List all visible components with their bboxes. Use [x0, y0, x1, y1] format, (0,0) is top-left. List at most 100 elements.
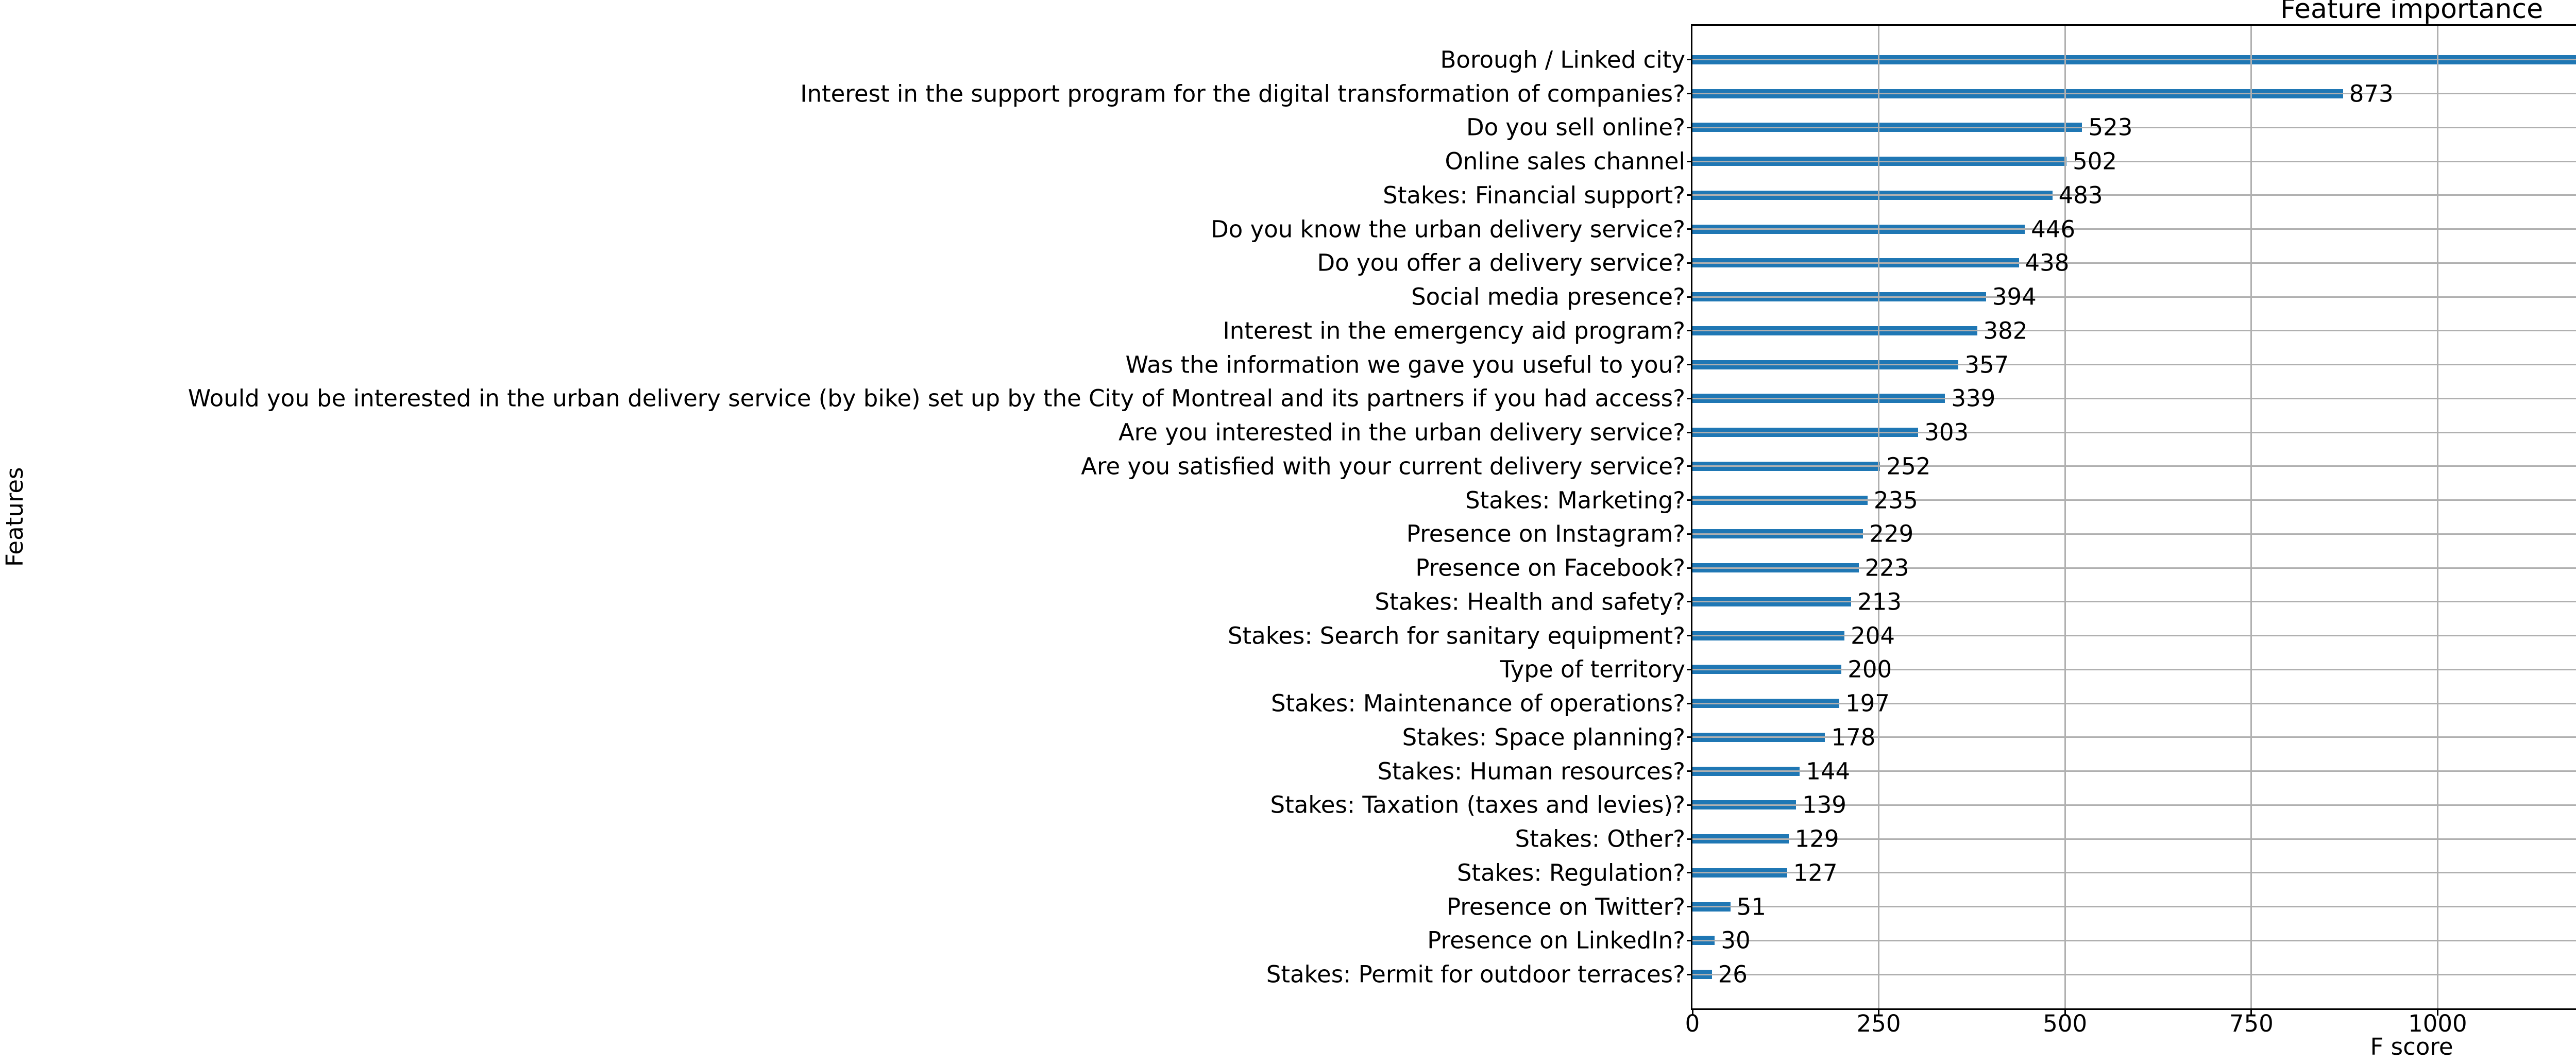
- y-tick-mark: [1687, 567, 1692, 569]
- category-label: Stakes: Financial support?: [1383, 181, 1685, 209]
- y-tick-mark: [1687, 872, 1692, 874]
- category-label: Presence on Instagram?: [1406, 520, 1685, 548]
- category-label: Stakes: Taxation (taxes and levies)?: [1270, 791, 1685, 819]
- y-tick-mark: [1687, 262, 1692, 264]
- y-tick-mark: [1687, 804, 1692, 806]
- y-tick-mark: [1687, 770, 1692, 772]
- x-tick-label: 0: [1685, 1010, 1700, 1037]
- y-tick-mark: [1687, 364, 1692, 366]
- category-label: Stakes: Regulation?: [1456, 859, 1685, 887]
- value-label: 200: [1848, 655, 1892, 683]
- x-tick-label: 1000: [2408, 1010, 2467, 1037]
- category-label: Presence on Twitter?: [1447, 893, 1685, 921]
- x-axis-label: F score: [2370, 1033, 2453, 1060]
- y-tick-mark: [1687, 296, 1692, 298]
- category-label: Online sales channel: [1445, 147, 1685, 175]
- category-label: Do you know the urban delivery service?: [1211, 215, 1685, 243]
- category-label: Would you be interested in the urban del…: [188, 384, 1685, 412]
- x-tick-mark: [1691, 1010, 1693, 1016]
- y-gridline: [1692, 635, 2576, 637]
- y-gridline: [1692, 702, 2576, 704]
- y-tick-mark: [1687, 397, 1692, 399]
- category-label: Stakes: Search for sanitary equipment?: [1227, 622, 1685, 650]
- x-tick-mark: [2250, 1010, 2252, 1016]
- plot-area: 1757873523502483446438394382357339303252…: [1691, 24, 2576, 1010]
- x-tick-mark: [2064, 1010, 2066, 1016]
- chart-title: Feature importance: [2280, 0, 2544, 25]
- y-gridline: [1692, 533, 2576, 535]
- category-label: Are you interested in the urban delivery…: [1118, 418, 1685, 446]
- y-gridline: [1692, 160, 2576, 162]
- value-label: 144: [1806, 757, 1851, 785]
- category-label: Are you satisfied with your current deli…: [1081, 452, 1685, 480]
- y-tick-mark: [1687, 499, 1692, 501]
- y-gridline: [1692, 973, 2576, 975]
- y-tick-mark: [1687, 635, 1692, 637]
- value-label: 382: [1983, 317, 2028, 345]
- value-label: 523: [2088, 113, 2133, 141]
- y-gridline: [1692, 93, 2576, 95]
- category-label: Stakes: Health and safety?: [1375, 588, 1685, 616]
- value-label: 357: [1964, 351, 2009, 379]
- category-label: Do you sell online?: [1466, 113, 1685, 141]
- category-label: Interest in the support program for the …: [800, 80, 1685, 108]
- value-label: 446: [2031, 215, 2075, 243]
- y-gridline: [1692, 228, 2576, 230]
- x-tick-label: 500: [2043, 1010, 2088, 1037]
- x-gridline: [2064, 26, 2066, 1008]
- y-tick-mark: [1687, 906, 1692, 908]
- category-label: Stakes: Permit for outdoor terraces?: [1266, 960, 1685, 988]
- y-gridline: [1692, 397, 2576, 399]
- value-label: 204: [1851, 622, 1895, 650]
- y-tick-mark: [1687, 702, 1692, 704]
- value-label: 139: [1802, 791, 1846, 819]
- y-gridline: [1692, 296, 2576, 298]
- category-label: Interest in the emergency aid program?: [1223, 317, 1685, 345]
- category-label: Borough / Linked city: [1440, 46, 1685, 74]
- y-gridline: [1692, 838, 2576, 840]
- y-gridline: [1692, 330, 2576, 332]
- value-label: 235: [1873, 486, 1918, 514]
- y-gridline: [1692, 804, 2576, 806]
- x-tick-label: 750: [2229, 1010, 2274, 1037]
- y-axis-label: Features: [1, 467, 28, 567]
- value-label: 30: [1721, 926, 1751, 954]
- y-tick-mark: [1687, 431, 1692, 433]
- x-gridline: [2436, 26, 2438, 1008]
- y-gridline: [1692, 262, 2576, 264]
- y-gridline: [1692, 872, 2576, 874]
- value-label: 483: [2058, 181, 2103, 209]
- value-label: 339: [1951, 384, 1996, 412]
- value-label: 223: [1865, 554, 1909, 582]
- y-gridline: [1692, 567, 2576, 569]
- category-label: Presence on Facebook?: [1415, 554, 1685, 582]
- category-label: Was the information we gave you useful t…: [1125, 351, 1685, 379]
- x-tick-label: 250: [1856, 1010, 1901, 1037]
- y-gridline: [1692, 364, 2576, 366]
- y-tick-mark: [1687, 330, 1692, 332]
- value-label: 213: [1857, 588, 1902, 616]
- y-gridline: [1692, 126, 2576, 128]
- y-gridline: [1692, 431, 2576, 433]
- category-label: Stakes: Space planning?: [1402, 723, 1685, 751]
- y-tick-mark: [1687, 601, 1692, 603]
- y-tick-mark: [1687, 160, 1692, 162]
- y-tick-mark: [1687, 736, 1692, 738]
- y-gridline: [1692, 668, 2576, 670]
- value-label: 229: [1869, 520, 1914, 548]
- category-label: Social media presence?: [1411, 283, 1685, 311]
- category-label: Do you offer a delivery service?: [1317, 249, 1685, 277]
- y-tick-mark: [1687, 93, 1692, 95]
- value-label: 26: [1718, 960, 1748, 988]
- category-label: Stakes: Human resources?: [1377, 757, 1685, 785]
- y-gridline: [1692, 194, 2576, 196]
- y-gridline: [1692, 601, 2576, 603]
- category-label: Stakes: Marketing?: [1465, 486, 1685, 514]
- value-label: 51: [1736, 893, 1767, 921]
- value-label: 438: [2025, 249, 2070, 277]
- y-tick-mark: [1687, 533, 1692, 535]
- y-tick-mark: [1687, 973, 1692, 975]
- y-gridline: [1692, 939, 2576, 941]
- y-gridline: [1692, 906, 2576, 908]
